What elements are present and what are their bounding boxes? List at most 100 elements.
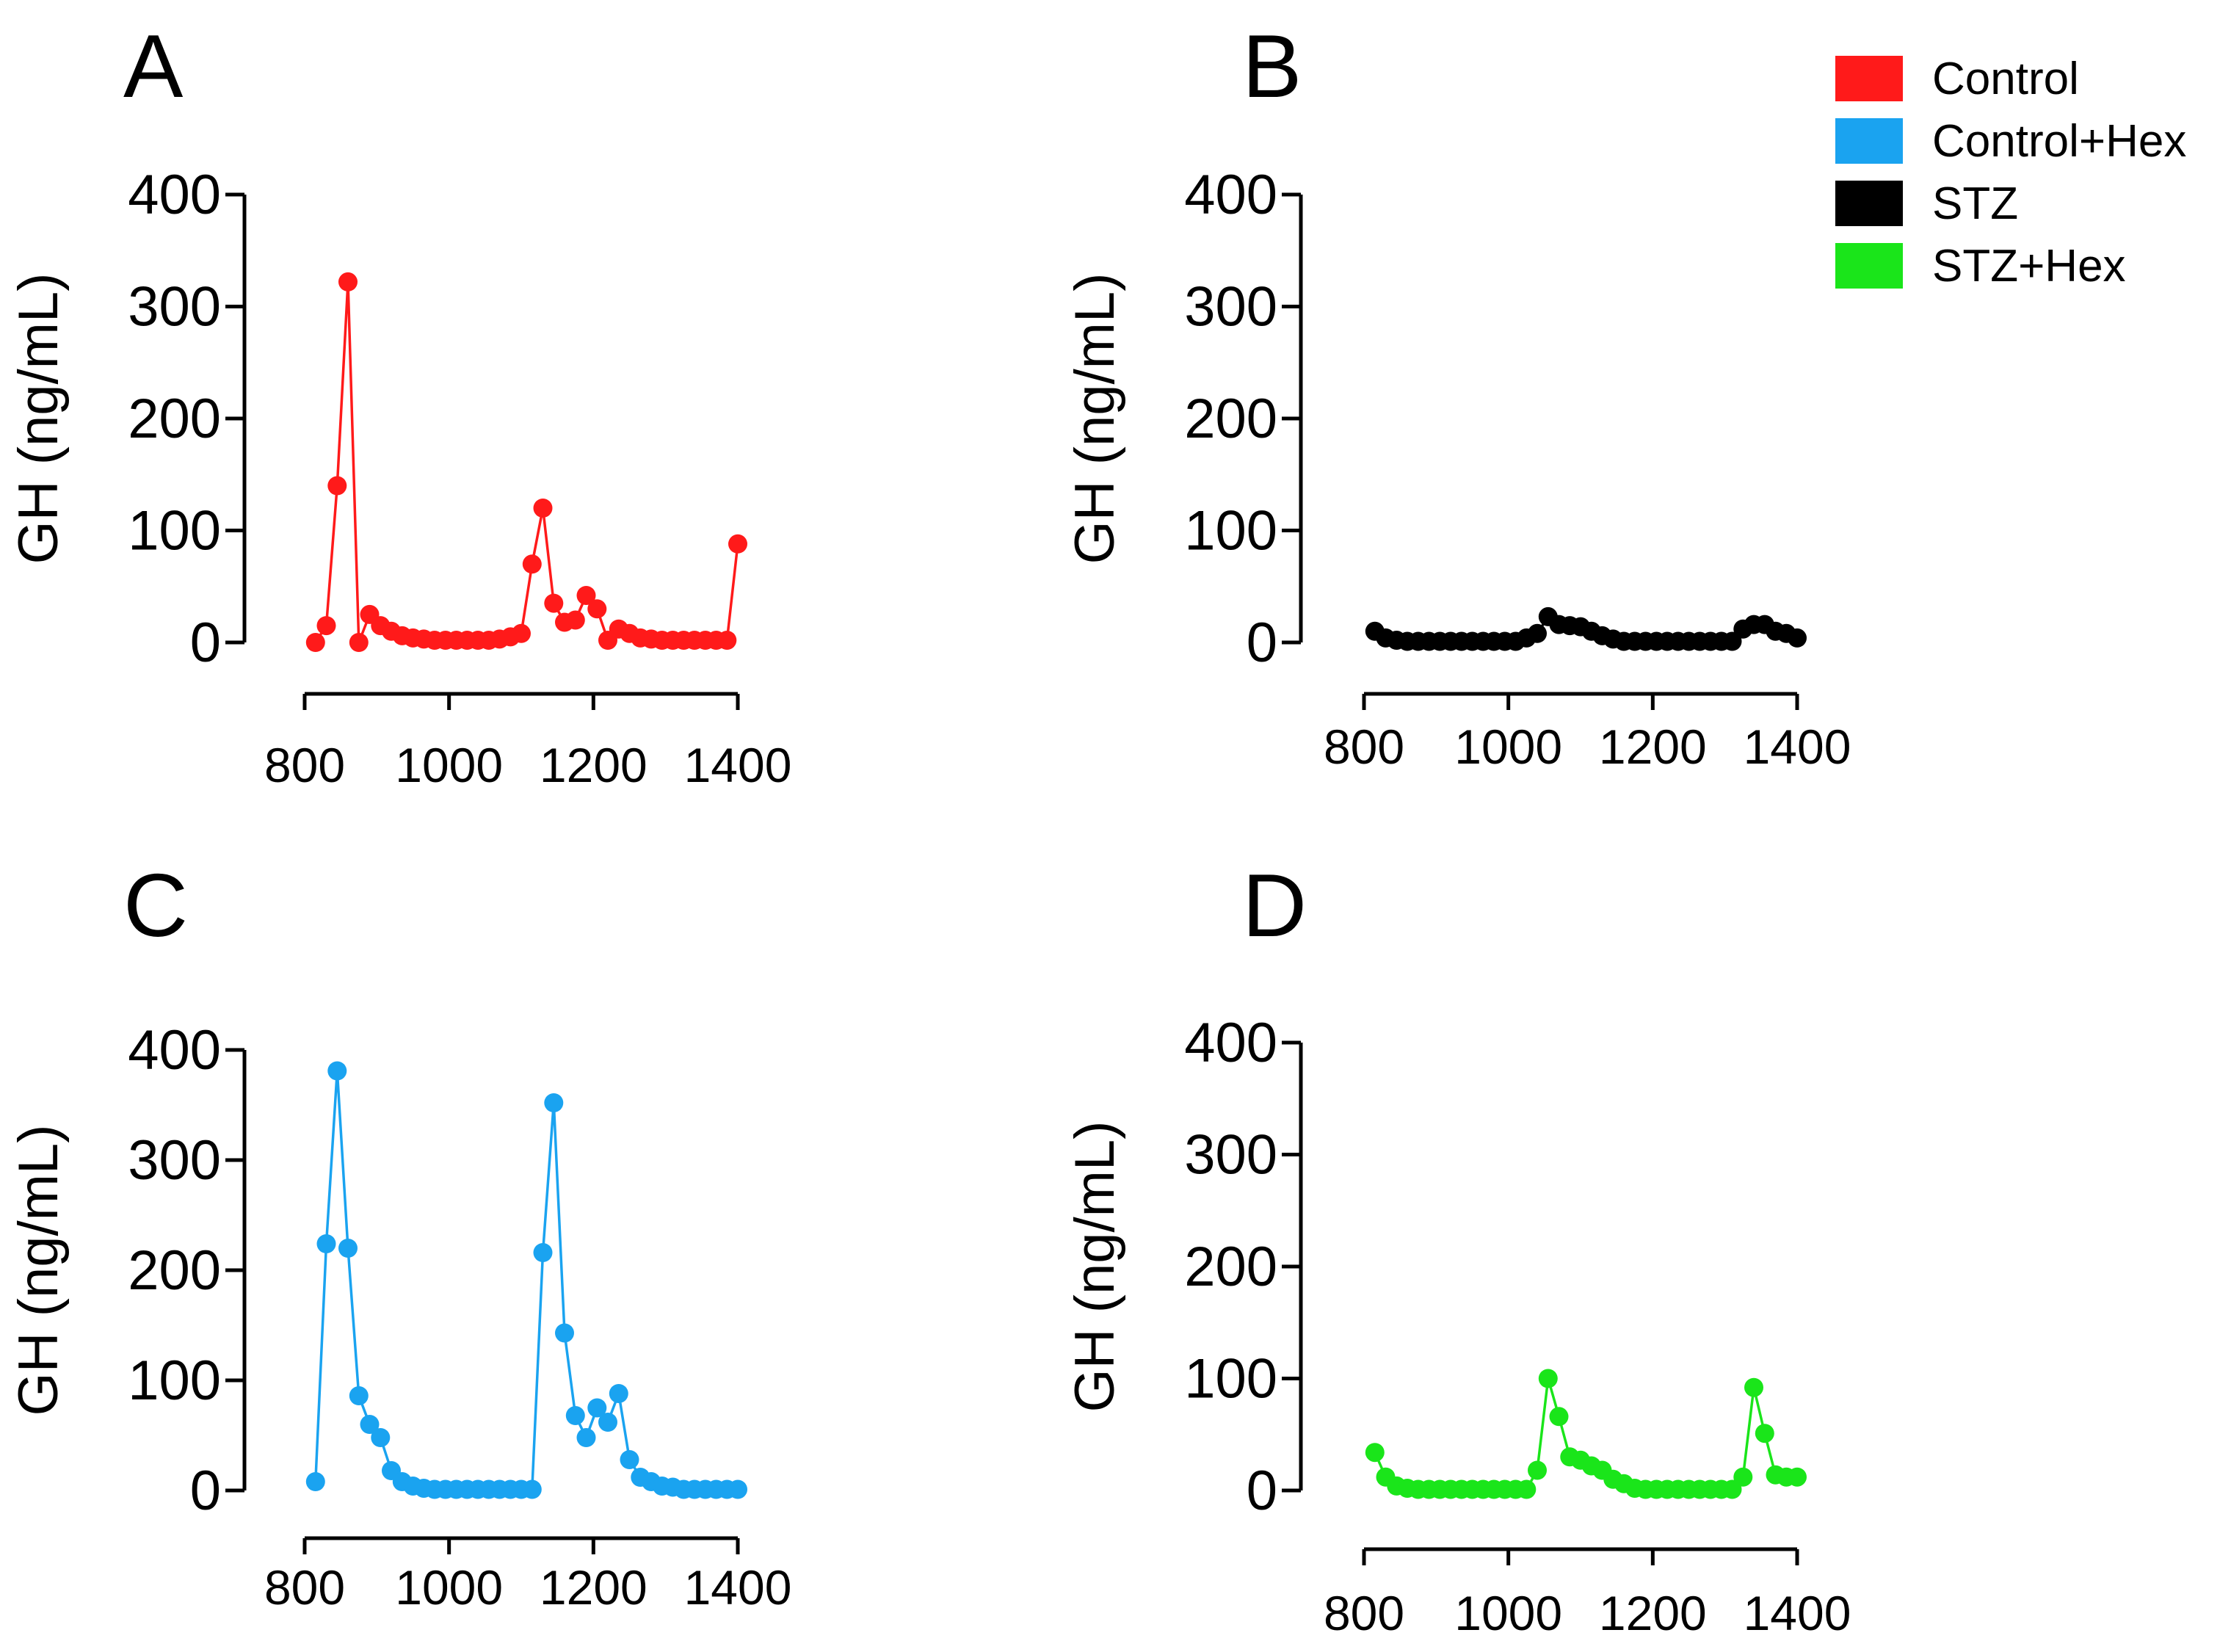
- data-point-c: [316, 1234, 336, 1253]
- data-point-c: [587, 1398, 607, 1418]
- data-point-a: [544, 593, 564, 613]
- y-tick-label-a: 400: [128, 164, 221, 226]
- y-axis-label-a: GH (ng/mL): [7, 273, 70, 565]
- chart-panel-d: 0 100 200 300 400 GH (ng/mL) 800 1000 1200 1400: [1064, 1012, 1851, 1640]
- data-point-d: [1722, 1479, 1742, 1499]
- data-point-b: [1528, 623, 1547, 643]
- legend-label-stz-hex: STZ+Hex: [1932, 241, 2126, 291]
- legend-swatch-control: [1835, 56, 1903, 101]
- y-tick-label-b: 300: [1184, 276, 1277, 338]
- x-tick-label-b: 1000: [1454, 720, 1562, 774]
- data-point-c: [522, 1479, 542, 1499]
- legend: Control Control+Hex STZ STZ+Hex: [1835, 54, 2186, 291]
- y-tick-label-a: 0: [190, 612, 221, 674]
- data-point-c: [533, 1243, 553, 1262]
- y-tick-label-d: 100: [1184, 1348, 1277, 1410]
- data-point-d: [1517, 1479, 1537, 1499]
- data-point-d: [1365, 1443, 1385, 1463]
- y-tick-label-d: 400: [1184, 1012, 1277, 1074]
- data-point-d: [1549, 1407, 1569, 1427]
- data-point-d: [1755, 1424, 1774, 1443]
- data-point-a: [522, 554, 542, 574]
- x-tick-label-c: 1400: [684, 1560, 792, 1615]
- y-tick-label-c: 400: [128, 1019, 221, 1082]
- x-tick-label-b: 800: [1324, 720, 1404, 774]
- data-point-a: [327, 476, 347, 496]
- legend-swatch-stz: [1835, 181, 1903, 226]
- data-point-b: [1722, 631, 1742, 651]
- data-point-d: [1733, 1467, 1753, 1487]
- data-point-a: [338, 272, 358, 291]
- data-point-c: [609, 1384, 628, 1403]
- data-point-c: [338, 1239, 358, 1258]
- y-tick-label-a: 100: [128, 500, 221, 562]
- y-tick-label-a: 200: [128, 388, 221, 450]
- data-point-c: [544, 1093, 564, 1112]
- data-point-a: [576, 586, 596, 605]
- y-tick-label-d: 300: [1184, 1124, 1277, 1187]
- data-point-c: [371, 1428, 391, 1447]
- y-axis-label-c: GH (ng/mL): [7, 1125, 70, 1416]
- data-point-b: [1788, 628, 1807, 648]
- data-point-a: [512, 623, 531, 643]
- x-tick-label-a: 1000: [395, 738, 503, 792]
- y-axis-label-d: GH (ng/mL): [1064, 1121, 1126, 1413]
- legend-swatch-stz-hex: [1835, 243, 1903, 289]
- y-tick-label-b: 100: [1184, 500, 1277, 562]
- y-tick-label-b: 200: [1184, 388, 1277, 450]
- y-tick-label-c: 200: [128, 1239, 221, 1302]
- data-point-d: [1744, 1377, 1763, 1397]
- x-tick-label-d: 800: [1324, 1586, 1404, 1640]
- x-tick-label-d: 1400: [1744, 1586, 1851, 1640]
- x-tick-label-c: 1000: [395, 1560, 503, 1615]
- data-point-c: [327, 1061, 347, 1081]
- chart-panel-b: 0 100 200 300 400 GH (ng/mL) 800 1000 1200 1400: [1064, 164, 1851, 774]
- data-point-a: [316, 616, 336, 636]
- x-tick-label-a: 800: [264, 738, 345, 792]
- x-tick-label-d: 1200: [1599, 1586, 1707, 1640]
- x-tick-label-c: 800: [264, 1560, 345, 1615]
- chart-panel-c: 0 100 200 300 400 GH (ng/mL) 800 1000 1200 1400: [7, 1019, 791, 1615]
- x-tick-label-a: 1400: [684, 738, 792, 792]
- data-point-a: [717, 631, 737, 650]
- panel-label-c: C: [123, 855, 188, 955]
- x-tick-label-d: 1000: [1454, 1586, 1562, 1640]
- y-tick-label-a: 300: [128, 276, 221, 338]
- data-point-a: [565, 610, 585, 630]
- data-point-a: [533, 499, 553, 518]
- panel-label-b: B: [1242, 16, 1302, 116]
- data-point-a: [587, 599, 607, 619]
- y-axis-label-b: GH (ng/mL): [1064, 273, 1126, 565]
- chart-panel-a: 0 100 200 300 400 GH (ng/mL) 800 1000 1200 1400: [7, 164, 791, 792]
- legend-swatch-control-hex: [1835, 118, 1903, 164]
- data-point-c: [305, 1472, 325, 1491]
- y-tick-label-c: 300: [128, 1129, 221, 1192]
- data-point-c: [565, 1406, 585, 1425]
- data-point-c: [360, 1415, 380, 1434]
- y-tick-label-b: 400: [1184, 164, 1277, 226]
- y-tick-label-c: 100: [128, 1350, 221, 1412]
- data-point-a: [349, 633, 369, 652]
- data-point-c: [728, 1479, 747, 1499]
- x-tick-label-a: 1200: [540, 738, 647, 792]
- x-tick-label-b: 1200: [1599, 720, 1707, 774]
- data-point-c: [555, 1323, 574, 1343]
- y-tick-label-b: 0: [1247, 612, 1277, 674]
- data-point-d: [1538, 1369, 1558, 1388]
- data-point-a: [305, 633, 325, 652]
- legend-label-stz: STZ: [1932, 178, 2018, 229]
- y-tick-label-d: 0: [1247, 1460, 1277, 1522]
- data-point-c: [598, 1413, 617, 1432]
- y-tick-label-d: 200: [1184, 1236, 1277, 1298]
- legend-label-control: Control: [1932, 54, 2079, 104]
- data-point-a: [728, 534, 747, 554]
- panel-label-d: D: [1242, 855, 1307, 955]
- data-point-d: [1528, 1460, 1547, 1480]
- y-tick-label-c: 0: [190, 1460, 221, 1522]
- data-point-c: [576, 1428, 596, 1447]
- panel-label-a: A: [123, 16, 184, 116]
- data-point-c: [349, 1386, 369, 1405]
- x-tick-label-b: 1400: [1744, 720, 1851, 774]
- legend-label-control-hex: Control+Hex: [1932, 116, 2186, 167]
